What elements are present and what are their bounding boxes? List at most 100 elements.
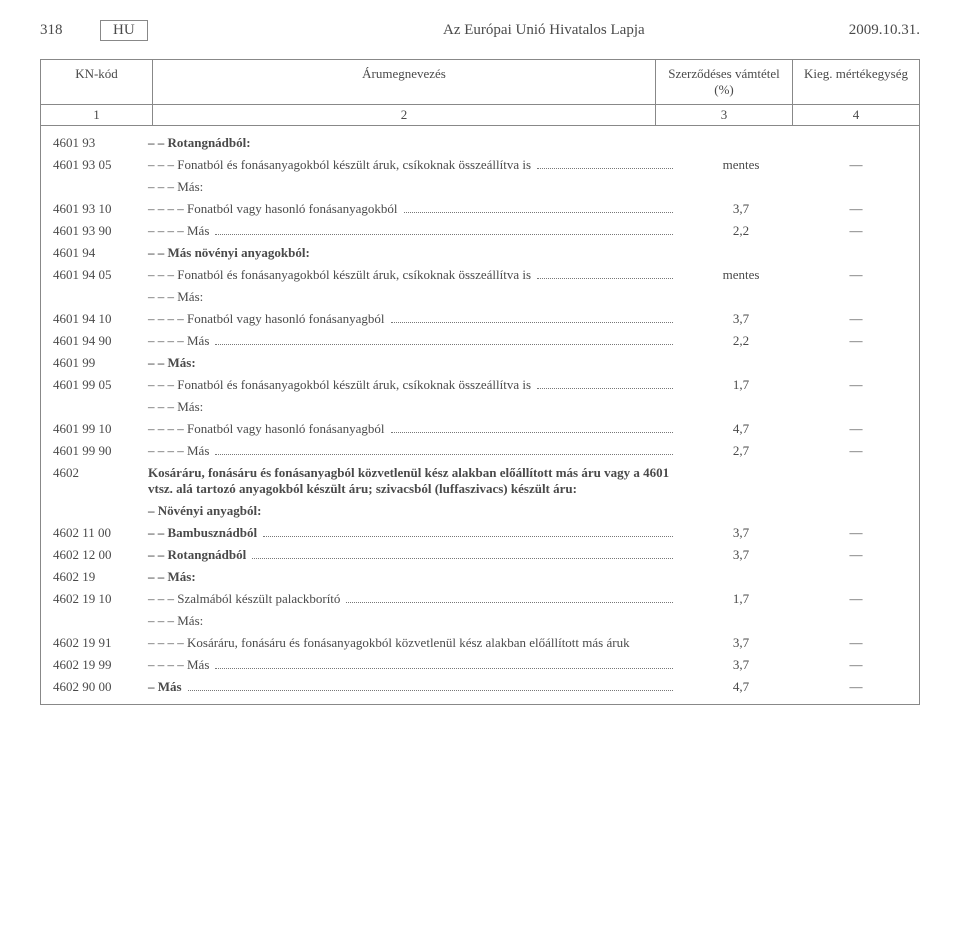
duty-rate: 4,7 bbox=[681, 676, 801, 698]
unit bbox=[801, 396, 911, 418]
description: – – Rotangnádból bbox=[144, 544, 681, 566]
table-row: – – – Más: bbox=[49, 176, 911, 198]
duty-rate: 1,7 bbox=[681, 588, 801, 610]
kn-code: 4601 99 10 bbox=[49, 418, 144, 440]
duty-rate bbox=[681, 500, 801, 522]
duty-rate: 1,7 bbox=[681, 374, 801, 396]
duty-rate: 4,7 bbox=[681, 418, 801, 440]
journal-title: Az Európai Unió Hivatalos Lapja bbox=[288, 22, 800, 39]
description: – – – – Fonatból vagy hasonló fonásanyag… bbox=[144, 308, 681, 330]
table-row: 4601 94– – Más növényi anyagokból: bbox=[49, 242, 911, 264]
description: – – – Más: bbox=[144, 176, 681, 198]
description: – – Más: bbox=[144, 352, 681, 374]
description: – – – Szalmából készült palackborító bbox=[144, 588, 681, 610]
unit bbox=[801, 352, 911, 374]
kn-code: 4602 12 00 bbox=[49, 544, 144, 566]
table-row: 4601 94 90– – – – Más2,2— bbox=[49, 330, 911, 352]
kn-code: 4601 93 90 bbox=[49, 220, 144, 242]
col-header-unit: Kieg. mértékegység bbox=[793, 60, 920, 105]
table-row: 4601 93 05– – – Fonatból és fonásanyagok… bbox=[49, 154, 911, 176]
unit bbox=[801, 286, 911, 308]
col-header-desc: Árumegnevezés bbox=[153, 60, 656, 105]
col-num-1: 1 bbox=[41, 105, 153, 126]
duty-rate: 3,7 bbox=[681, 654, 801, 676]
unit bbox=[801, 242, 911, 264]
table-row: 4601 99 10– – – – Fonatból vagy hasonló … bbox=[49, 418, 911, 440]
description: – – – – Kosáráru, fonásáru és fonásanyag… bbox=[144, 632, 681, 654]
kn-code: 4601 94 05 bbox=[49, 264, 144, 286]
table-row: 4602 19 91– – – – Kosáráru, fonásáru és … bbox=[49, 632, 911, 654]
duty-rate bbox=[681, 610, 801, 632]
unit: — bbox=[801, 418, 911, 440]
unit: — bbox=[801, 654, 911, 676]
description: – – – Más: bbox=[144, 286, 681, 308]
duty-rate: 2,2 bbox=[681, 330, 801, 352]
kn-code: 4601 99 90 bbox=[49, 440, 144, 462]
table-row: 4601 99 05– – – Fonatból és fonásanyagok… bbox=[49, 374, 911, 396]
description: – Más bbox=[144, 676, 681, 698]
description: – – – Más: bbox=[144, 610, 681, 632]
table-row: 4601 93 90– – – – Más2,2— bbox=[49, 220, 911, 242]
kn-code: 4601 94 90 bbox=[49, 330, 144, 352]
duty-rate: 3,7 bbox=[681, 522, 801, 544]
description: – – – Fonatból és fonásanyagokból készül… bbox=[144, 154, 681, 176]
table-row: 4601 99 90– – – – Más2,7— bbox=[49, 440, 911, 462]
description: Kosáráru, fonásáru és fonásanyagból közv… bbox=[144, 462, 681, 500]
duty-rate: 2,7 bbox=[681, 440, 801, 462]
duty-rate: 3,7 bbox=[681, 544, 801, 566]
description: – – Más növényi anyagokból: bbox=[144, 242, 681, 264]
kn-code: 4601 93 bbox=[49, 132, 144, 154]
kn-code: 4601 94 10 bbox=[49, 308, 144, 330]
description: – – Más: bbox=[144, 566, 681, 588]
table-row: – – – Más: bbox=[49, 610, 911, 632]
page-number: 318 bbox=[40, 22, 100, 39]
table-row: 4602 11 00– – Bambusznádból3,7— bbox=[49, 522, 911, 544]
kn-code bbox=[49, 396, 144, 418]
table-row: 4602 90 00– Más4,7— bbox=[49, 676, 911, 698]
duty-rate bbox=[681, 286, 801, 308]
unit: — bbox=[801, 522, 911, 544]
lang-code-box: HU bbox=[100, 20, 148, 41]
duty-rate bbox=[681, 176, 801, 198]
description: – – – Más: bbox=[144, 396, 681, 418]
duty-rate: 2,2 bbox=[681, 220, 801, 242]
description: – – – – Más bbox=[144, 440, 681, 462]
description: – – – Fonatból és fonásanyagokból készül… bbox=[144, 264, 681, 286]
unit: — bbox=[801, 544, 911, 566]
kn-code: 4602 19 99 bbox=[49, 654, 144, 676]
page-header: 318 HU Az Európai Unió Hivatalos Lapja 2… bbox=[40, 20, 920, 41]
table-row: 4602 19 99– – – – Más3,7— bbox=[49, 654, 911, 676]
table-row: – Növényi anyagból: bbox=[49, 500, 911, 522]
col-header-rate: Szerződéses vámtétel (%) bbox=[656, 60, 793, 105]
kn-code: 4601 99 bbox=[49, 352, 144, 374]
duty-rate bbox=[681, 352, 801, 374]
kn-code: 4602 19 bbox=[49, 566, 144, 588]
unit bbox=[801, 462, 911, 500]
unit: — bbox=[801, 588, 911, 610]
kn-code: 4601 93 10 bbox=[49, 198, 144, 220]
kn-code: 4602 bbox=[49, 462, 144, 500]
table-number-row: 1 2 3 4 bbox=[41, 105, 920, 126]
kn-code bbox=[49, 286, 144, 308]
description: – – – Fonatból és fonásanyagokból készül… bbox=[144, 374, 681, 396]
unit: — bbox=[801, 198, 911, 220]
duty-rate: mentes bbox=[681, 154, 801, 176]
duty-rate bbox=[681, 462, 801, 500]
duty-rate bbox=[681, 396, 801, 418]
col-num-3: 3 bbox=[656, 105, 793, 126]
table-row: 4601 99– – Más: bbox=[49, 352, 911, 374]
kn-code: 4601 99 05 bbox=[49, 374, 144, 396]
table-header-row: KN-kód Árumegnevezés Szerződéses vámtéte… bbox=[41, 60, 920, 105]
table-row: 4601 94 10– – – – Fonatból vagy hasonló … bbox=[49, 308, 911, 330]
kn-code bbox=[49, 610, 144, 632]
table-row: 4602Kosáráru, fonásáru és fonásanyagból … bbox=[49, 462, 911, 500]
col-num-4: 4 bbox=[793, 105, 920, 126]
description: – – – – Fonatból vagy hasonló fonásanyag… bbox=[144, 418, 681, 440]
unit: — bbox=[801, 220, 911, 242]
unit bbox=[801, 610, 911, 632]
unit: — bbox=[801, 154, 911, 176]
table-row: – – – Más: bbox=[49, 396, 911, 418]
duty-rate bbox=[681, 566, 801, 588]
description: – – – – Más bbox=[144, 220, 681, 242]
unit bbox=[801, 176, 911, 198]
